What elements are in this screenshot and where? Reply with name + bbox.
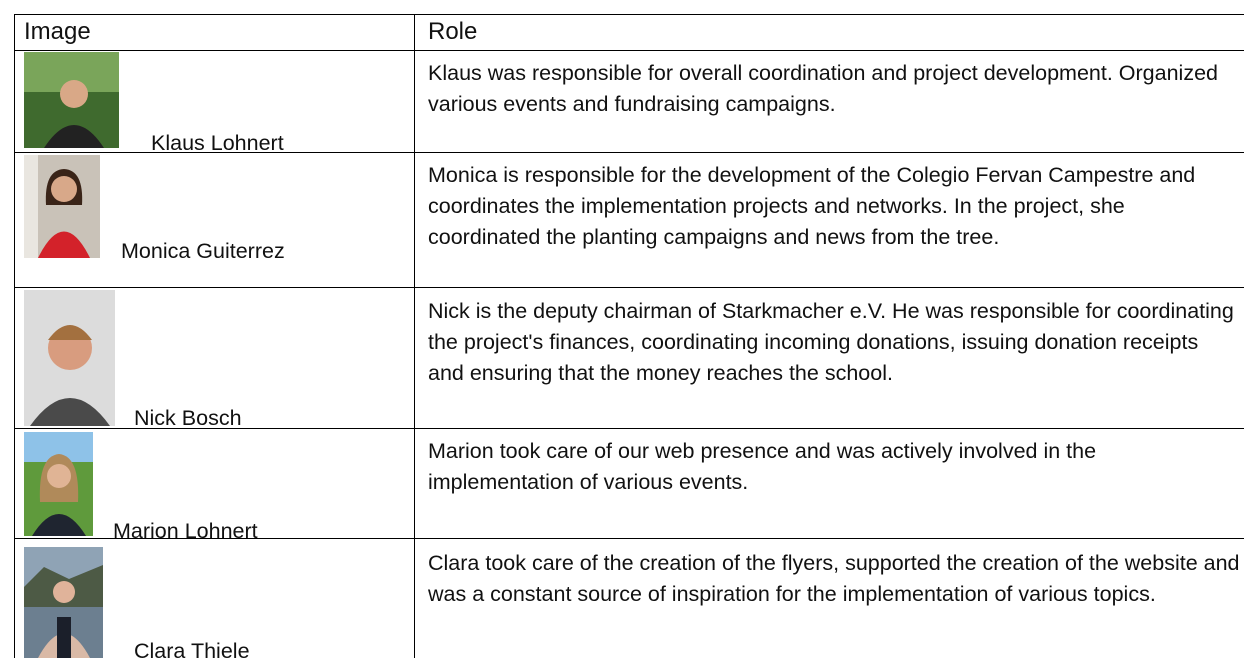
person-name: Nick Bosch xyxy=(134,406,242,430)
header-cell: Role xyxy=(428,18,478,45)
person-name: Monica Guiterrez xyxy=(121,239,285,263)
header-cell: Image xyxy=(24,18,91,45)
role-text: Klaus was responsible for overall coordi… xyxy=(428,61,1218,116)
person-name: Marion Lohnert xyxy=(113,519,258,543)
border xyxy=(14,287,1244,288)
person-name: Clara Thiele xyxy=(134,639,250,663)
role-text: Monica is responsible for the developmen… xyxy=(428,163,1196,249)
border xyxy=(14,50,1244,51)
photo xyxy=(24,547,103,658)
border xyxy=(414,14,415,658)
photo xyxy=(24,155,100,258)
role-text: Clara took care of the creation of the f… xyxy=(428,551,1240,606)
photo xyxy=(24,290,115,426)
border xyxy=(14,428,1244,429)
role-text: Marion took care of our web presence and… xyxy=(428,439,1097,494)
border xyxy=(14,14,15,658)
person-name: Klaus Lohnert xyxy=(151,131,284,155)
photo xyxy=(24,52,119,148)
photo xyxy=(24,432,93,536)
border xyxy=(14,14,1244,15)
border xyxy=(14,538,1244,539)
role-text: Nick is the deputy chairman of Starkmach… xyxy=(428,299,1234,385)
border xyxy=(14,152,1244,153)
